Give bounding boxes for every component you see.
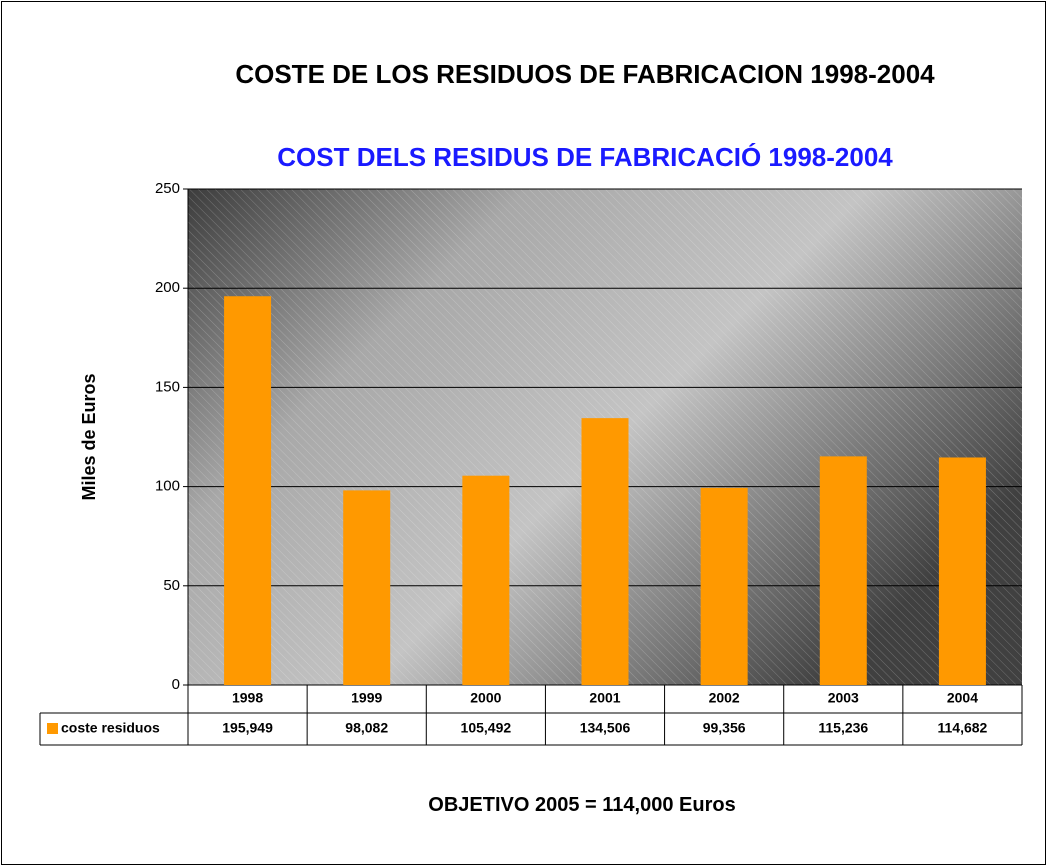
chart-subtitle: COST DELS RESIDUS DE FABRICACIÓ 1998-200… [277, 142, 893, 172]
x-tick-label: 2002 [709, 690, 740, 706]
bar [700, 487, 748, 685]
bar [938, 457, 986, 685]
data-label: 105,492 [461, 720, 512, 736]
x-tick-label: 1998 [232, 690, 263, 706]
bar [819, 456, 867, 685]
x-tick-label: 2000 [470, 690, 501, 706]
data-label: 98,082 [345, 720, 388, 736]
y-tick-label: 200 [155, 279, 180, 296]
y-tick-label: 0 [172, 676, 180, 693]
bar [462, 475, 510, 685]
legend-label: coste residuos [61, 720, 160, 736]
y-tick-label: 100 [155, 478, 180, 495]
x-tick-label: 2001 [589, 690, 620, 706]
bar [581, 418, 629, 685]
annotation: OBJETIVO 2005 = 114,000 Euros [428, 794, 736, 816]
chart-title: COSTE DE LOS RESIDUOS DE FABRICACION 199… [235, 59, 935, 89]
data-label: 114,682 [938, 720, 988, 736]
y-axis-label: Miles de Euros [79, 373, 99, 500]
data-label: 134,506 [580, 720, 631, 736]
legend-swatch [47, 723, 58, 734]
x-tick-label: 2004 [947, 690, 978, 706]
bar [224, 296, 272, 685]
data-label: 115,236 [818, 720, 868, 736]
y-tick-label: 150 [155, 378, 180, 395]
y-tick-label: 250 [155, 180, 180, 197]
bar [343, 490, 391, 685]
x-tick-label: 2003 [828, 690, 859, 706]
data-label: 99,356 [703, 720, 746, 736]
x-tick-label: 1999 [351, 690, 382, 706]
y-tick-label: 50 [163, 577, 180, 594]
data-label: 195,949 [222, 720, 273, 736]
